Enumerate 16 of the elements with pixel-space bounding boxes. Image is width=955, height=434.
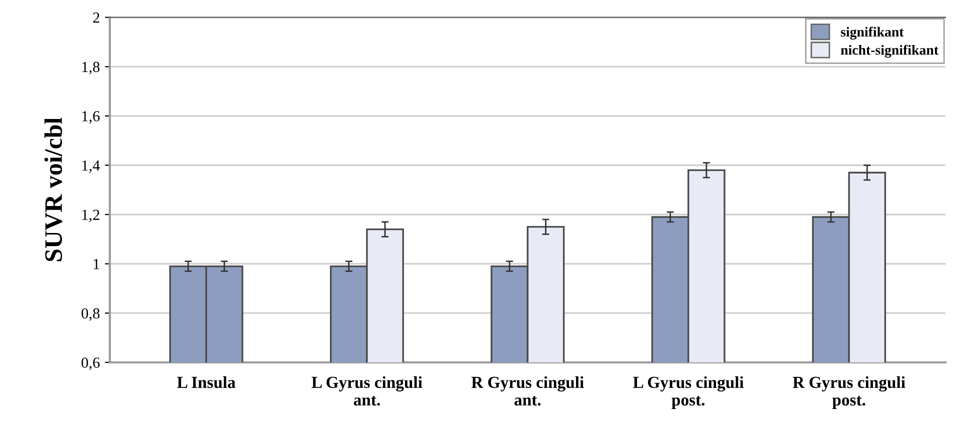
y-tick-label: 1,4 [82, 160, 100, 173]
x-tick-label: L Insula [177, 376, 236, 388]
y-axis-title: SUVR voi/cbl [44, 118, 62, 262]
x-tick-label: L Gyrus cinguli post. [633, 376, 744, 409]
y-tick-label: 1,2 [82, 210, 100, 222]
y-tick-label: 1 [94, 259, 100, 270]
x-tick-label: R Gyrus cinguli post. [792, 376, 906, 409]
y-tick-label: 0,6 [82, 358, 100, 370]
legend-label: signifikant [840, 26, 904, 40]
x-tick-label: R Gyrus cinguli ant. [471, 376, 584, 406]
x-tick-label: L Gyrus cinguli ant. [312, 376, 422, 406]
legend-label: nicht-signifikant [840, 44, 938, 58]
y-tick-label: 0,8 [82, 308, 100, 321]
y-tick-label: 1,8 [82, 62, 100, 74]
y-tick-label: 1,6 [82, 111, 100, 124]
y-tick-label: 2 [93, 12, 100, 23]
